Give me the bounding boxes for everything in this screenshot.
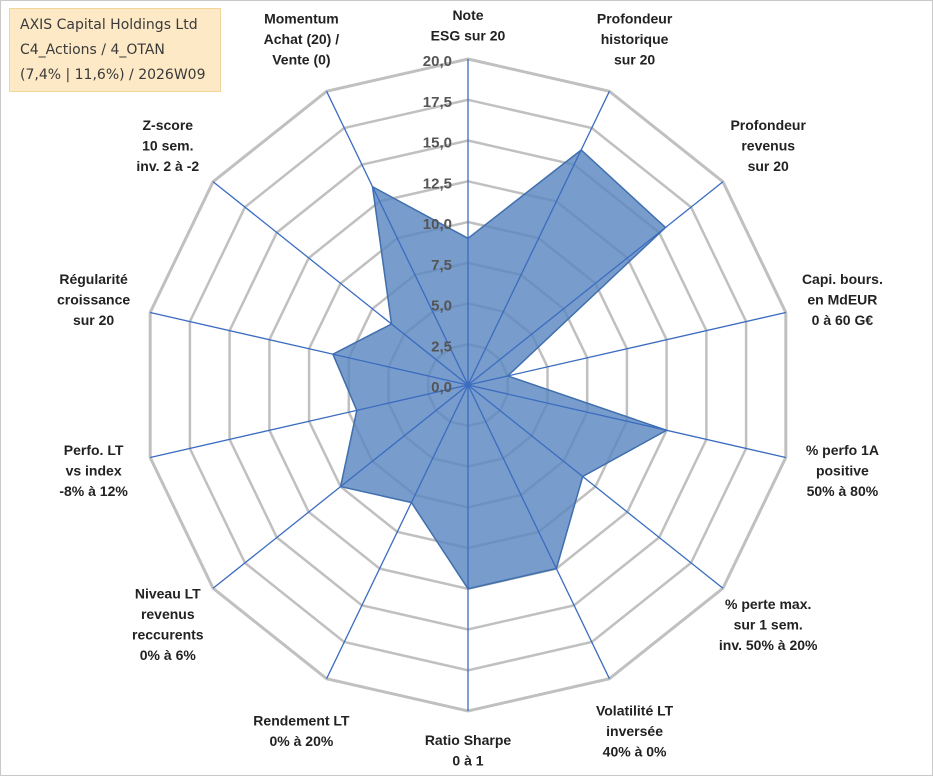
axis-label-10: Perfo. LT vs index -8% à 12% bbox=[59, 442, 128, 499]
tick-label: 12,5 bbox=[423, 175, 452, 192]
radar-axis-labels: Note ESG sur 20 Profondeur historique sur 20… bbox=[57, 7, 883, 769]
axis-label-line: sur 20 bbox=[73, 312, 114, 328]
tick-label: 0,0 bbox=[431, 379, 452, 396]
axis-label-line: Note bbox=[452, 7, 483, 23]
axis-label-11: Régularité croissance sur 20 bbox=[57, 271, 130, 328]
axis-label-line: reccurents bbox=[132, 627, 204, 643]
tick-label: 15,0 bbox=[423, 135, 452, 152]
axis-spoke bbox=[326, 384, 469, 679]
axis-label-5: % perte max. sur 1 sem. inv. 50% à 20% bbox=[719, 596, 818, 653]
axis-label-9: Niveau LT revenus reccurents 0% à 6% bbox=[132, 586, 204, 664]
radar-spokes bbox=[150, 59, 786, 711]
axis-label-line: 0 à 60 G€ bbox=[812, 312, 874, 328]
axis-spoke bbox=[150, 311, 469, 386]
axis-spoke bbox=[467, 384, 610, 679]
axis-spoke bbox=[212, 181, 469, 386]
axis-label-line: historique bbox=[601, 31, 669, 47]
axis-label-line: revenus bbox=[141, 606, 195, 622]
axis-label-13: Momentum Achat (20) / Vente (0) bbox=[264, 11, 340, 68]
axis-label-line: sur 20 bbox=[614, 52, 655, 68]
axis-label-line: 0% à 20% bbox=[269, 733, 333, 749]
chart-title-period: (7,4% | 11,6%) / 2026W09 bbox=[20, 67, 206, 83]
axis-label-line: vs index bbox=[66, 462, 122, 478]
axis-label-1: Profondeur historique sur 20 bbox=[597, 11, 673, 68]
chart-title-box: AXIS Capital Holdings Ltd C4_Actions / 4… bbox=[9, 8, 221, 92]
radar-series bbox=[331, 149, 669, 590]
axis-spoke bbox=[467, 384, 724, 589]
axis-label-line: Achat (20) / bbox=[264, 31, 340, 47]
axis-label-line: % perfo 1A bbox=[806, 442, 879, 458]
tick-label: 5,0 bbox=[431, 298, 452, 315]
axis-label-line: % perte max. bbox=[725, 596, 811, 612]
tick-label: 2,5 bbox=[431, 338, 452, 355]
axis-label-line: croissance bbox=[57, 292, 130, 308]
tick-label: 20,0 bbox=[423, 53, 452, 70]
axis-label-line: Rendement LT bbox=[253, 713, 350, 729]
series-area bbox=[331, 149, 669, 590]
axis-label-line: sur 20 bbox=[748, 158, 789, 174]
axis-label-line: Momentum bbox=[264, 11, 339, 27]
axis-spoke bbox=[467, 384, 786, 459]
axis-label-line: 10 sem. bbox=[142, 138, 193, 154]
chart-title-company: AXIS Capital Holdings Ltd bbox=[20, 17, 198, 33]
axis-label-3: Capi. bours. en MdEUR 0 à 60 G€ bbox=[802, 271, 883, 328]
axis-label-8: Rendement LT 0% à 20% bbox=[253, 713, 350, 750]
axis-label-line: Profondeur bbox=[597, 11, 673, 27]
axis-label-7: Ratio Sharpe 0 à 1 bbox=[425, 732, 512, 769]
axis-label-line: Vente (0) bbox=[272, 52, 330, 68]
axis-label-12: Z-score 10 sem. inv. 2 à -2 bbox=[136, 117, 199, 174]
axis-label-line: inversée bbox=[606, 723, 663, 739]
axis-spoke bbox=[150, 384, 469, 459]
axis-label-line: ESG sur 20 bbox=[431, 28, 506, 44]
axis-label-line: Ratio Sharpe bbox=[425, 732, 512, 748]
axis-label-line: Profondeur bbox=[730, 117, 806, 133]
axis-label-6: Volatilité LT inversée 40% à 0% bbox=[596, 703, 674, 760]
axis-spoke bbox=[326, 91, 469, 386]
axis-label-line: Régularité bbox=[59, 271, 128, 287]
axis-label-line: inv. 50% à 20% bbox=[719, 637, 818, 653]
axis-label-line: sur 1 sem. bbox=[734, 616, 803, 632]
tick-label: 10,0 bbox=[423, 216, 452, 233]
axis-spoke bbox=[467, 311, 786, 386]
axis-spoke bbox=[212, 384, 469, 589]
axis-label-line: 50% à 80% bbox=[807, 483, 879, 499]
tick-label: 17,5 bbox=[423, 94, 452, 111]
axis-label-line: Z-score bbox=[143, 117, 194, 133]
axis-label-line: 40% à 0% bbox=[603, 744, 667, 760]
axis-label-4: % perfo 1A positive 50% à 80% bbox=[806, 442, 879, 499]
axis-label-0: Note ESG sur 20 bbox=[431, 7, 506, 44]
axis-label-line: Perfo. LT bbox=[64, 442, 124, 458]
axis-spoke bbox=[467, 91, 610, 386]
axis-label-line: 0% à 6% bbox=[140, 647, 197, 663]
axis-label-line: en MdEUR bbox=[807, 292, 877, 308]
axis-spoke bbox=[467, 181, 724, 386]
axis-label-line: inv. 2 à -2 bbox=[136, 158, 199, 174]
chart-title-portfolio: C4_Actions / 4_OTAN bbox=[20, 42, 165, 58]
axis-label-line: Volatilité LT bbox=[596, 703, 674, 719]
axis-label-line: 0 à 1 bbox=[452, 753, 483, 769]
axis-label-line: Niveau LT bbox=[135, 586, 201, 602]
radar-tick-labels: 0,0 2,5 5,0 7,5 10,0 12,5 15,0 17,5 20,0 bbox=[423, 53, 452, 396]
axis-label-2: Profondeur revenus sur 20 bbox=[730, 117, 806, 174]
axis-label-line: -8% à 12% bbox=[59, 483, 128, 499]
tick-label: 7,5 bbox=[431, 257, 452, 274]
axis-label-line: positive bbox=[816, 462, 869, 478]
axis-label-line: Capi. bours. bbox=[802, 271, 883, 287]
axis-label-line: revenus bbox=[741, 138, 795, 154]
